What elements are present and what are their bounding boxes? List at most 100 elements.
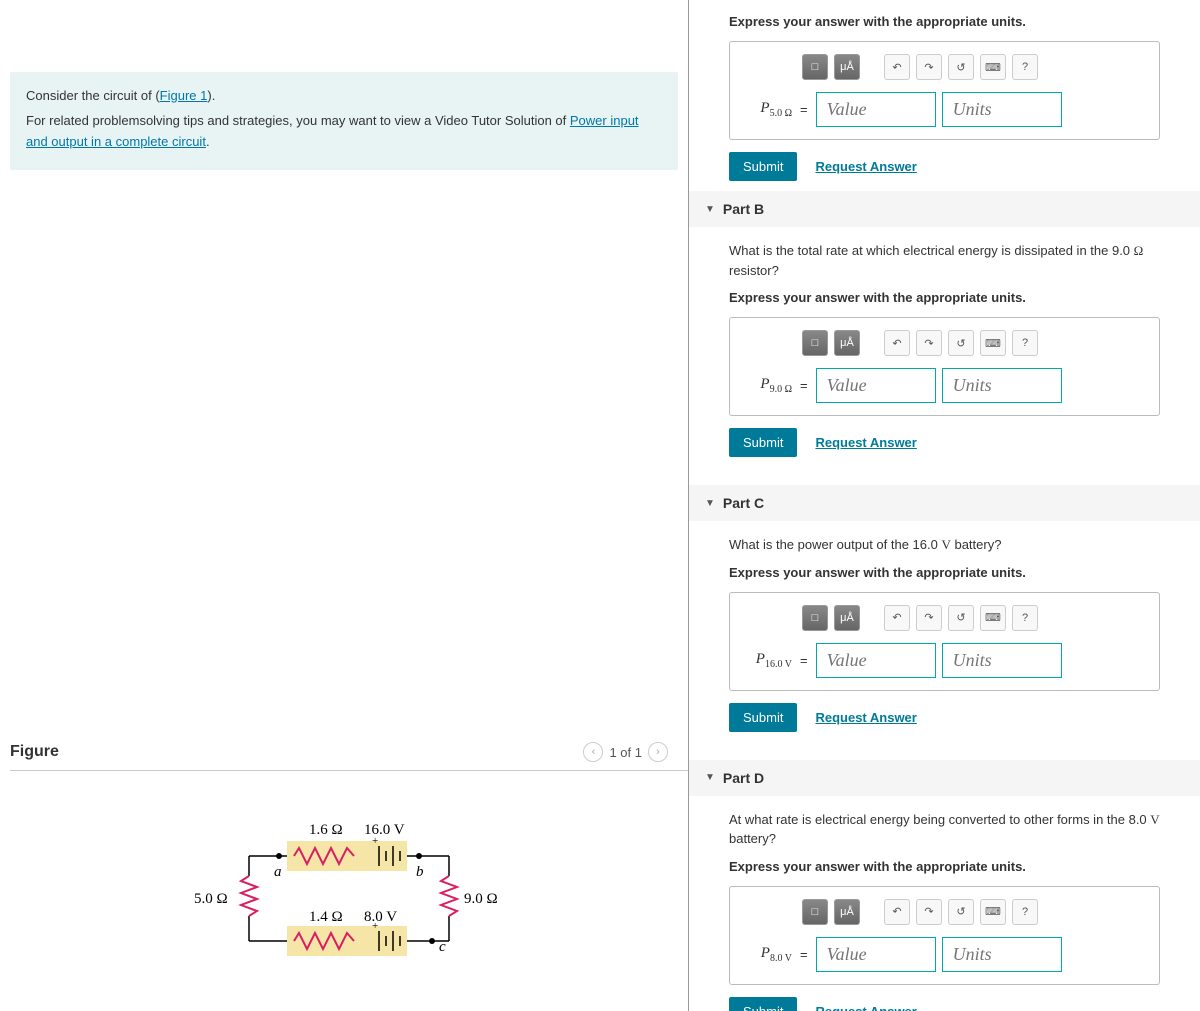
part-header-b[interactable]: ▼Part B bbox=[689, 191, 1200, 227]
reset-button[interactable]: ↺ bbox=[948, 54, 974, 80]
units-input[interactable] bbox=[942, 92, 1062, 127]
undo-button[interactable]: ↶ bbox=[884, 899, 910, 925]
intro-text: ). bbox=[207, 88, 215, 103]
submit-row: Submit Request Answer bbox=[729, 152, 1160, 181]
keyboard-button[interactable]: ⌨ bbox=[980, 899, 1006, 925]
submit-button[interactable]: Submit bbox=[729, 997, 797, 1011]
undo-button[interactable]: ↶ bbox=[884, 605, 910, 631]
right-pane: Express your answer with the appropriate… bbox=[688, 0, 1200, 1011]
part-header-d[interactable]: ▼Part D bbox=[689, 760, 1200, 796]
redo-button[interactable]: ↷ bbox=[916, 899, 942, 925]
part-d: ▼Part DAt what rate is electrical energy… bbox=[689, 760, 1200, 1011]
intro-text: . bbox=[206, 134, 210, 149]
input-row: P9.0 Ω = bbox=[742, 368, 1147, 403]
request-answer-link[interactable]: Request Answer bbox=[815, 435, 916, 450]
label-r-bot: 1.4 Ω bbox=[309, 909, 343, 925]
undo-button[interactable]: ↶ bbox=[884, 330, 910, 356]
submit-button[interactable]: Submit bbox=[729, 703, 797, 732]
part-c: ▼Part C What is the power output of the 1… bbox=[689, 485, 1200, 750]
part-body: At what rate is electrical energy being … bbox=[689, 796, 1200, 1011]
figure-pager: ‹ 1 of 1 › bbox=[583, 742, 668, 762]
part-title: Part C bbox=[723, 495, 764, 511]
redo-button[interactable]: ↷ bbox=[916, 605, 942, 631]
help-button[interactable]: ? bbox=[1012, 899, 1038, 925]
figure-header: Figure ‹ 1 of 1 › bbox=[10, 742, 688, 771]
label-r-right: 9.0 Ω bbox=[464, 891, 498, 907]
input-row: P8.0 V= bbox=[742, 937, 1147, 972]
answer-box: □μÅ ↶↷↺⌨? P16.0 V = bbox=[729, 592, 1160, 691]
request-answer-link[interactable]: Request Answer bbox=[815, 159, 916, 174]
keyboard-button[interactable]: ⌨ bbox=[980, 54, 1006, 80]
help-button[interactable]: ? bbox=[1012, 330, 1038, 356]
label-r-left: 5.0 Ω bbox=[194, 891, 228, 907]
intro-line-2: For related problemsolving tips and stra… bbox=[26, 111, 662, 153]
help-button[interactable]: ? bbox=[1012, 54, 1038, 80]
pager-prev-button[interactable]: ‹ bbox=[583, 742, 603, 762]
figure-link[interactable]: Figure 1 bbox=[160, 88, 208, 103]
special-chars-button[interactable]: μÅ bbox=[834, 605, 860, 631]
question-text: What is the power output of the 16.0 V b… bbox=[729, 535, 1160, 555]
value-input[interactable] bbox=[816, 643, 936, 678]
part-a: Express your answer with the appropriate… bbox=[689, 0, 1200, 181]
variable-label: P9.0 Ω bbox=[742, 376, 792, 395]
value-input[interactable] bbox=[816, 92, 936, 127]
intro-box: Consider the circuit of (Figure 1). For … bbox=[10, 72, 678, 170]
templates-button[interactable]: □ bbox=[802, 899, 828, 925]
node-a: a bbox=[274, 864, 282, 880]
special-chars-button[interactable]: μÅ bbox=[834, 330, 860, 356]
node-b: b bbox=[416, 864, 424, 880]
equals-sign: = bbox=[800, 102, 808, 117]
part-header-c[interactable]: ▼Part C bbox=[689, 485, 1200, 521]
redo-button[interactable]: ↷ bbox=[916, 330, 942, 356]
circuit-diagram: + 1.6 Ω 16.0 V a b 5.0 Ω 9.0 Ω bbox=[179, 801, 519, 991]
request-answer-link[interactable]: Request Answer bbox=[815, 710, 916, 725]
keyboard-button[interactable]: ⌨ bbox=[980, 605, 1006, 631]
undo-button[interactable]: ↶ bbox=[884, 54, 910, 80]
intro-text: For related problemsolving tips and stra… bbox=[26, 113, 570, 128]
help-button[interactable]: ? bbox=[1012, 605, 1038, 631]
answer-toolbar: □μÅ ↶↷↺⌨? bbox=[742, 605, 1147, 631]
equals-sign: = bbox=[800, 378, 808, 393]
variable-label: P5.0 Ω bbox=[742, 100, 792, 119]
pager-next-button[interactable]: › bbox=[648, 742, 668, 762]
answer-toolbar: □μÅ ↶↷↺⌨? bbox=[742, 899, 1147, 925]
part-body: What is the power output of the 16.0 V b… bbox=[689, 521, 1200, 750]
templates-button[interactable]: □ bbox=[802, 54, 828, 80]
equals-sign: = bbox=[800, 947, 808, 962]
submit-row: Submit Request Answer bbox=[729, 997, 1160, 1011]
keyboard-button[interactable]: ⌨ bbox=[980, 330, 1006, 356]
value-input[interactable] bbox=[816, 368, 936, 403]
input-row: P5.0 Ω = bbox=[742, 92, 1147, 127]
reset-button[interactable]: ↺ bbox=[948, 899, 974, 925]
intro-line-1: Consider the circuit of (Figure 1). bbox=[26, 86, 662, 107]
part-b: ▼Part BWhat is the total rate at which e… bbox=[689, 191, 1200, 475]
units-input[interactable] bbox=[942, 368, 1062, 403]
left-pane: Consider the circuit of (Figure 1). For … bbox=[0, 0, 688, 1011]
label-emf-bot: 8.0 V bbox=[364, 909, 397, 925]
redo-button[interactable]: ↷ bbox=[916, 54, 942, 80]
units-input[interactable] bbox=[942, 643, 1062, 678]
part-body: What is the total rate at which electric… bbox=[689, 227, 1200, 475]
special-chars-button[interactable]: μÅ bbox=[834, 899, 860, 925]
equals-sign: = bbox=[800, 653, 808, 668]
submit-button[interactable]: Submit bbox=[729, 428, 797, 457]
submit-row: Submit Request Answer bbox=[729, 703, 1160, 732]
answer-box: □μÅ ↶↷↺⌨? P5.0 Ω = bbox=[729, 41, 1160, 140]
units-input[interactable] bbox=[942, 937, 1062, 972]
submit-row: Submit Request Answer bbox=[729, 428, 1160, 457]
templates-button[interactable]: □ bbox=[802, 330, 828, 356]
special-chars-button[interactable]: μÅ bbox=[834, 54, 860, 80]
reset-button[interactable]: ↺ bbox=[948, 605, 974, 631]
express-instruction: Express your answer with the appropriate… bbox=[729, 859, 1160, 874]
templates-button[interactable]: □ bbox=[802, 605, 828, 631]
collapse-caret-icon: ▼ bbox=[705, 772, 715, 783]
label-emf-top: 16.0 V bbox=[364, 822, 405, 838]
express-instruction: Express your answer with the appropriate… bbox=[729, 14, 1160, 29]
value-input[interactable] bbox=[816, 937, 936, 972]
submit-button[interactable]: Submit bbox=[729, 152, 797, 181]
express-instruction: Express your answer with the appropriate… bbox=[729, 565, 1160, 580]
variable-label: P16.0 V bbox=[742, 651, 792, 670]
request-answer-link[interactable]: Request Answer bbox=[815, 1004, 916, 1011]
answer-toolbar: □μÅ ↶↷↺⌨? bbox=[742, 54, 1147, 80]
reset-button[interactable]: ↺ bbox=[948, 330, 974, 356]
